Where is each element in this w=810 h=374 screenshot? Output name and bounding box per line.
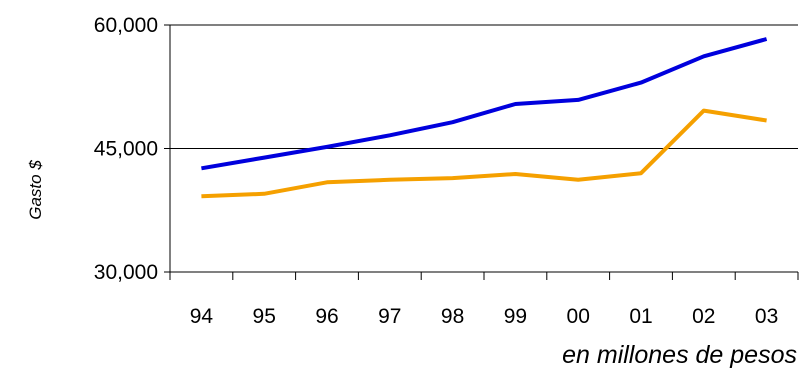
x-tick-label: 01 [629,305,652,328]
x-tick-label: 95 [253,305,276,328]
x-tick-label: 94 [190,305,214,328]
x-tick-label: 99 [504,305,527,328]
x-tick-label: 96 [315,305,338,328]
y-tick-label: 60,000 [94,14,158,37]
y-tick-label: 30,000 [94,261,158,284]
x-tick-label: 97 [378,305,401,328]
y-tick-label: 45,000 [94,138,158,161]
axes [164,24,799,280]
x-tick-label: 03 [755,305,778,328]
series-line-1 [201,37,768,171]
series-line-2 [201,108,767,199]
tick-labels: 30,000 45,000 60,000 94 95 96 97 98 99 00 01 02 03 [94,14,779,328]
x-axis-title: en millones de pesos [562,341,797,369]
x-tick-label: 02 [692,305,715,328]
grid-lines [170,24,798,149]
y-axis-title: Gasto $ [26,160,45,220]
series-lines [201,37,768,199]
x-tick-label: 98 [441,305,464,328]
x-tick-label: 00 [567,305,590,328]
